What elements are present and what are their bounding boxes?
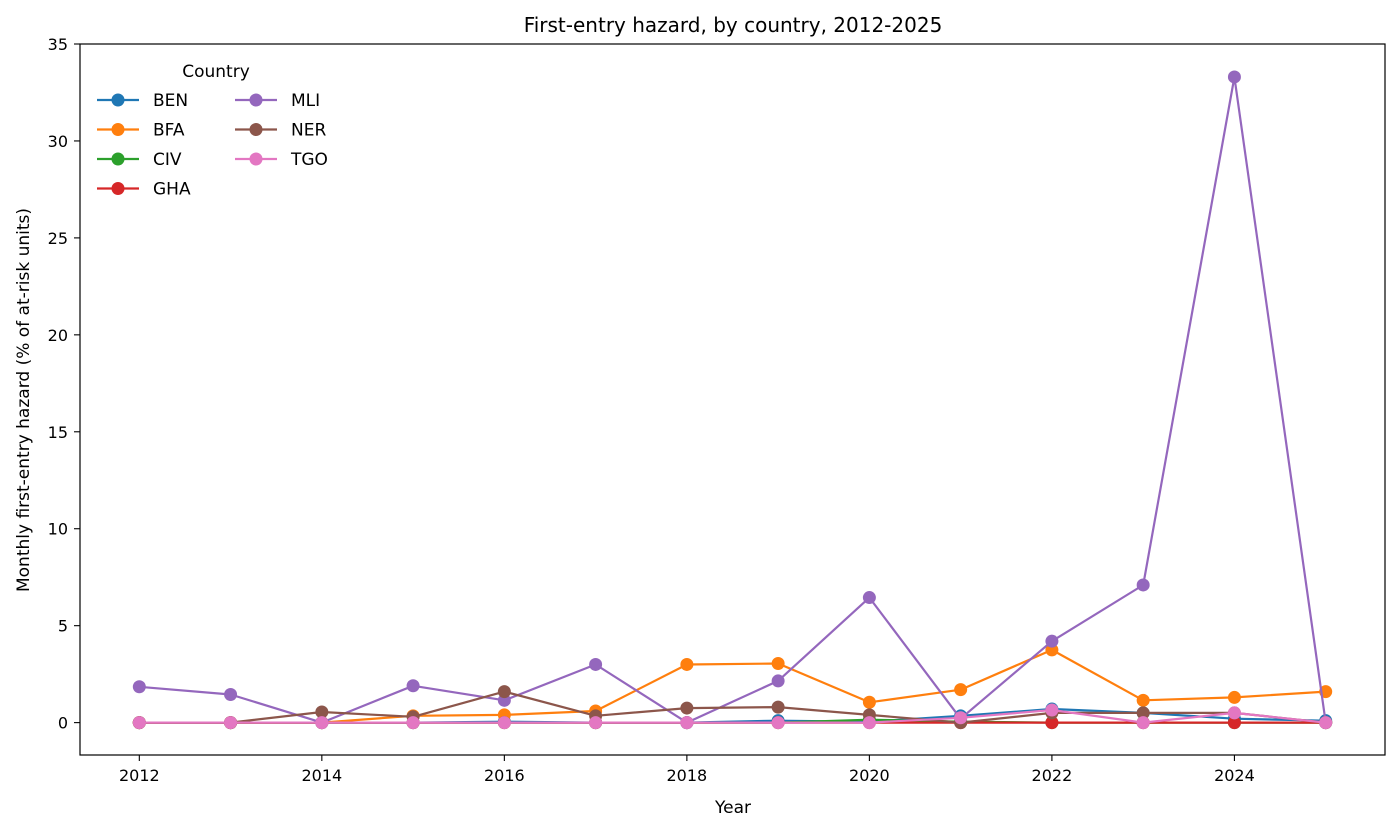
x-axis-label: Year <box>714 798 751 818</box>
series-bfa <box>132 643 1333 730</box>
data-point-ner <box>680 701 694 715</box>
data-point-tgo <box>862 716 876 730</box>
chart-title: First-entry hazard, by country, 2012-202… <box>524 13 943 37</box>
x-tick-label: 2020 <box>849 766 890 785</box>
plot-area-frame <box>79 43 1386 756</box>
legend-label: GHA <box>153 180 191 200</box>
data-point-mli <box>1136 578 1150 592</box>
data-point-tgo <box>406 716 420 730</box>
data-point-ner <box>315 705 329 719</box>
data-point-tgo <box>1319 716 1333 730</box>
legend-label: NER <box>291 121 326 141</box>
data-point-mli <box>406 679 420 693</box>
data-point-mli <box>224 688 238 702</box>
data-point-tgo <box>589 716 603 730</box>
data-point-mli <box>771 674 785 688</box>
legend-entry-civ: CIV <box>97 150 182 170</box>
data-point-tgo <box>497 716 511 730</box>
series-tgo <box>132 703 1333 730</box>
data-point-mli <box>1227 70 1241 84</box>
legend-swatch-marker <box>249 93 263 107</box>
y-tick-label: 15 <box>48 423 68 442</box>
legend-swatch-marker <box>111 152 125 166</box>
series-layer <box>132 70 1333 730</box>
x-tick-label: 2018 <box>667 766 708 785</box>
data-point-mli <box>132 680 146 694</box>
data-point-tgo <box>1227 706 1241 720</box>
legend-entry-ben: BEN <box>97 91 188 111</box>
y-tick-label: 35 <box>48 35 68 54</box>
legend-swatch-marker <box>111 123 125 136</box>
x-tick-label: 2014 <box>301 766 342 785</box>
legend-label: BEN <box>153 91 188 111</box>
data-point-bfa <box>680 657 694 671</box>
y-tick-label: 5 <box>58 617 68 636</box>
data-point-tgo <box>954 711 968 725</box>
legend-swatch-marker <box>111 182 125 195</box>
y-tick-label: 25 <box>48 229 68 248</box>
x-axis: 2012 2014 2016 2018 2020 2022 2024 <box>119 755 1255 785</box>
legend-entry-tgo: TGO <box>235 150 328 170</box>
series-line-mli <box>139 75 1327 724</box>
data-point-ner <box>497 685 511 699</box>
data-point-bfa <box>771 656 785 670</box>
legend-entry-ner: NER <box>235 121 326 141</box>
y-tick-label: 30 <box>48 132 68 151</box>
series-line-ner <box>139 690 1326 724</box>
legend-label: TGO <box>290 150 328 170</box>
data-point-tgo <box>680 716 694 730</box>
legend-label: MLI <box>291 91 320 111</box>
data-point-tgo <box>224 716 238 730</box>
data-point-gha <box>1227 716 1241 730</box>
x-tick-label: 2022 <box>1032 766 1073 785</box>
data-point-gha <box>1045 716 1059 730</box>
data-point-mli <box>1045 634 1059 648</box>
legend: Country BEN BFA CIV GHA MLI NER TGO <box>97 62 328 200</box>
legend-swatch-marker <box>249 152 263 166</box>
x-tick-label: 2016 <box>484 766 525 785</box>
legend-swatch-marker <box>249 123 263 136</box>
data-point-mli <box>589 657 603 671</box>
y-tick-label: 10 <box>48 520 68 539</box>
series-line-tgo <box>139 708 1326 724</box>
data-point-tgo <box>1045 703 1059 717</box>
legend-entry-bfa: BFA <box>97 121 185 141</box>
data-point-bfa <box>862 695 876 709</box>
y-tick-label: 0 <box>58 714 68 733</box>
data-point-tgo <box>1136 716 1150 730</box>
legend-entry-mli: MLI <box>235 91 320 111</box>
x-tick-label: 2012 <box>119 766 160 785</box>
data-point-bfa <box>1136 693 1150 707</box>
y-tick-label: 20 <box>48 326 68 345</box>
x-tick-label: 2024 <box>1214 766 1255 785</box>
data-point-ner <box>1136 706 1150 720</box>
legend-swatch-marker <box>111 93 125 107</box>
data-point-tgo <box>132 716 146 730</box>
legend-label: CIV <box>153 150 182 170</box>
legend-label: BFA <box>153 121 185 141</box>
data-point-mli <box>862 591 876 605</box>
data-point-bfa <box>954 683 968 697</box>
data-point-bfa <box>1227 690 1241 704</box>
series-line-bfa <box>139 648 1326 724</box>
legend-entry-gha: GHA <box>97 180 191 200</box>
y-axis-label: Monthly first-entry hazard (% of at-risk… <box>14 208 34 592</box>
y-axis: 0 5 10 15 20 25 30 35 <box>48 35 80 733</box>
data-point-tgo <box>315 716 329 730</box>
data-point-tgo <box>771 716 785 730</box>
legend-title: Country <box>182 62 250 82</box>
data-point-ner <box>771 700 785 714</box>
